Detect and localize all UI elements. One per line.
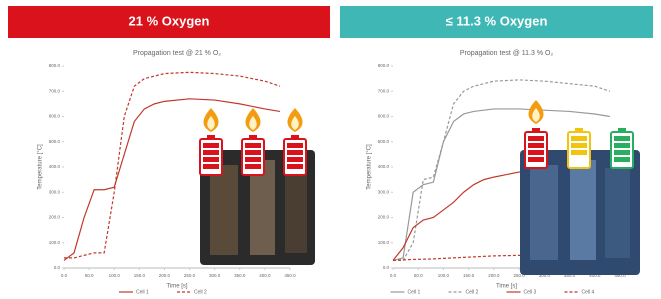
x-tick-label: 200.0 [488,273,500,278]
y-tick-label: 400.0 [49,164,61,169]
legend-label: Cell 3 [524,289,537,295]
x-tick-label: 350.0 [234,273,246,278]
y-tick-label: 700.0 [378,88,390,93]
y-tick-label: 0.0 [383,265,390,270]
legend-label: Cell 2 [194,289,207,295]
x-tick-label: 0.0 [61,273,68,278]
legend-label: Cell 1 [136,289,149,295]
x-tick-label: 450.0 [284,273,296,278]
y-axis-label: Temperature [°C] [38,144,44,190]
x-tick-label: 50.0 [414,273,423,278]
x-axis-label: Time [s] [496,284,517,290]
y-tick-label: 0.0 [54,265,61,270]
heading: ≤ 11.3 % Oxygen [446,13,548,28]
legend-label: Cell 2 [466,289,479,295]
y-tick-label: 300.0 [49,189,61,194]
y-tick-label: 100.0 [49,240,61,245]
x-tick-label: 250.0 [184,273,196,278]
y-tick-label: 500.0 [49,139,61,144]
x-axis-label: Time [s] [166,284,187,290]
battery-photo-left [200,108,315,265]
legend-label: Cell 4 [582,289,595,295]
y-tick-label: 700.0 [49,88,61,93]
y-axis-label: Temperature [°C] [367,144,373,190]
y-tick-label: 800.0 [49,63,61,68]
x-tick-label: 400.0 [259,273,271,278]
y-tick-label: 100.0 [378,240,390,245]
x-tick-label: 150.0 [463,273,475,278]
y-tick-label: 200.0 [49,215,61,220]
chart: 21 % Oxygen Propagation test @ 21 % O₂ 0.0… [0,0,661,299]
infographic: 21 % Oxygen Propagation test @ 21 % O₂ 0.0… [0,0,661,299]
y-tick-label: 500.0 [378,139,390,144]
y-tick-label: 600.0 [49,114,61,119]
legend-label: Cell 1 [408,289,421,295]
y-tick-label: 800.0 [378,63,390,68]
x-tick-label: 150.0 [134,273,146,278]
x-tick-label: 100.0 [109,273,121,278]
y-tick-label: 200.0 [378,215,390,220]
x-tick-label: 100.0 [438,273,450,278]
x-tick-label: 300.0 [209,273,221,278]
heading: 21 % Oxygen [129,13,210,28]
y-tick-label: 400.0 [378,164,390,169]
y-tick-label: 600.0 [378,114,390,119]
y-tick-label: 300.0 [378,189,390,194]
x-tick-label: 200.0 [159,273,171,278]
x-tick-label: 50.0 [85,273,94,278]
battery-photo-right [520,100,640,275]
chart-title: Propagation test @ 21 % O₂ [133,50,221,57]
x-tick-label: 0.0 [390,273,397,278]
chart-title: Propagation test @ 11.3 % O₂ [460,50,554,57]
